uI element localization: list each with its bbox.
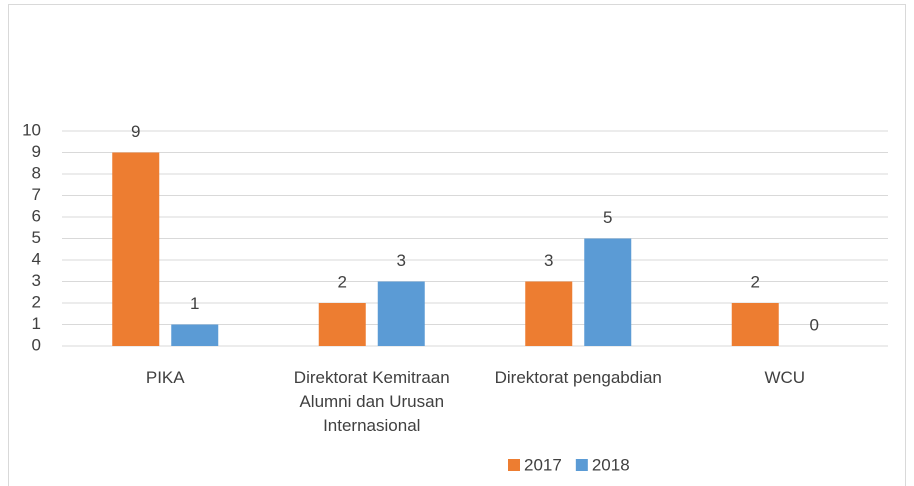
- bar: [525, 281, 573, 346]
- data-label: 3: [397, 251, 406, 270]
- data-label: 1: [190, 294, 199, 313]
- y-tick-label: 8: [32, 163, 41, 182]
- data-label: 2: [751, 272, 760, 291]
- y-tick-label: 5: [32, 228, 41, 247]
- legend-label: 2017: [524, 455, 562, 474]
- bar: [171, 324, 219, 346]
- legend-swatch: [508, 459, 520, 471]
- y-tick-label: 2: [32, 292, 41, 311]
- y-tick-label: 7: [32, 185, 41, 204]
- y-tick-label: 9: [32, 142, 41, 161]
- bar: [318, 303, 366, 346]
- x-tick-label: PIKA: [145, 368, 185, 387]
- y-tick-label: 4: [32, 249, 41, 268]
- data-label: 3: [544, 251, 553, 270]
- bar: [377, 281, 425, 346]
- y-tick-label: 1: [32, 314, 41, 333]
- y-tick-label: 3: [32, 271, 41, 290]
- bar: [584, 238, 632, 346]
- x-tick-label: Direktorat Kemitraan Alumni dan Urusan I…: [293, 368, 450, 435]
- x-tick-label: Direktorat pengabdian: [494, 368, 662, 387]
- x-tick-label: WCU: [764, 368, 806, 387]
- y-tick-label: 10: [22, 120, 41, 139]
- data-label: 0: [810, 315, 819, 334]
- data-label: 2: [338, 272, 347, 291]
- chart-border: [8, 4, 906, 486]
- y-tick-label: 0: [32, 335, 41, 354]
- data-label: 9: [131, 122, 140, 141]
- legend-swatch: [575, 459, 588, 471]
- bar: [731, 303, 779, 346]
- bar: [112, 152, 160, 346]
- y-tick-label: 6: [32, 206, 41, 225]
- data-label: 5: [603, 208, 612, 227]
- legend-label: 2018: [592, 455, 630, 474]
